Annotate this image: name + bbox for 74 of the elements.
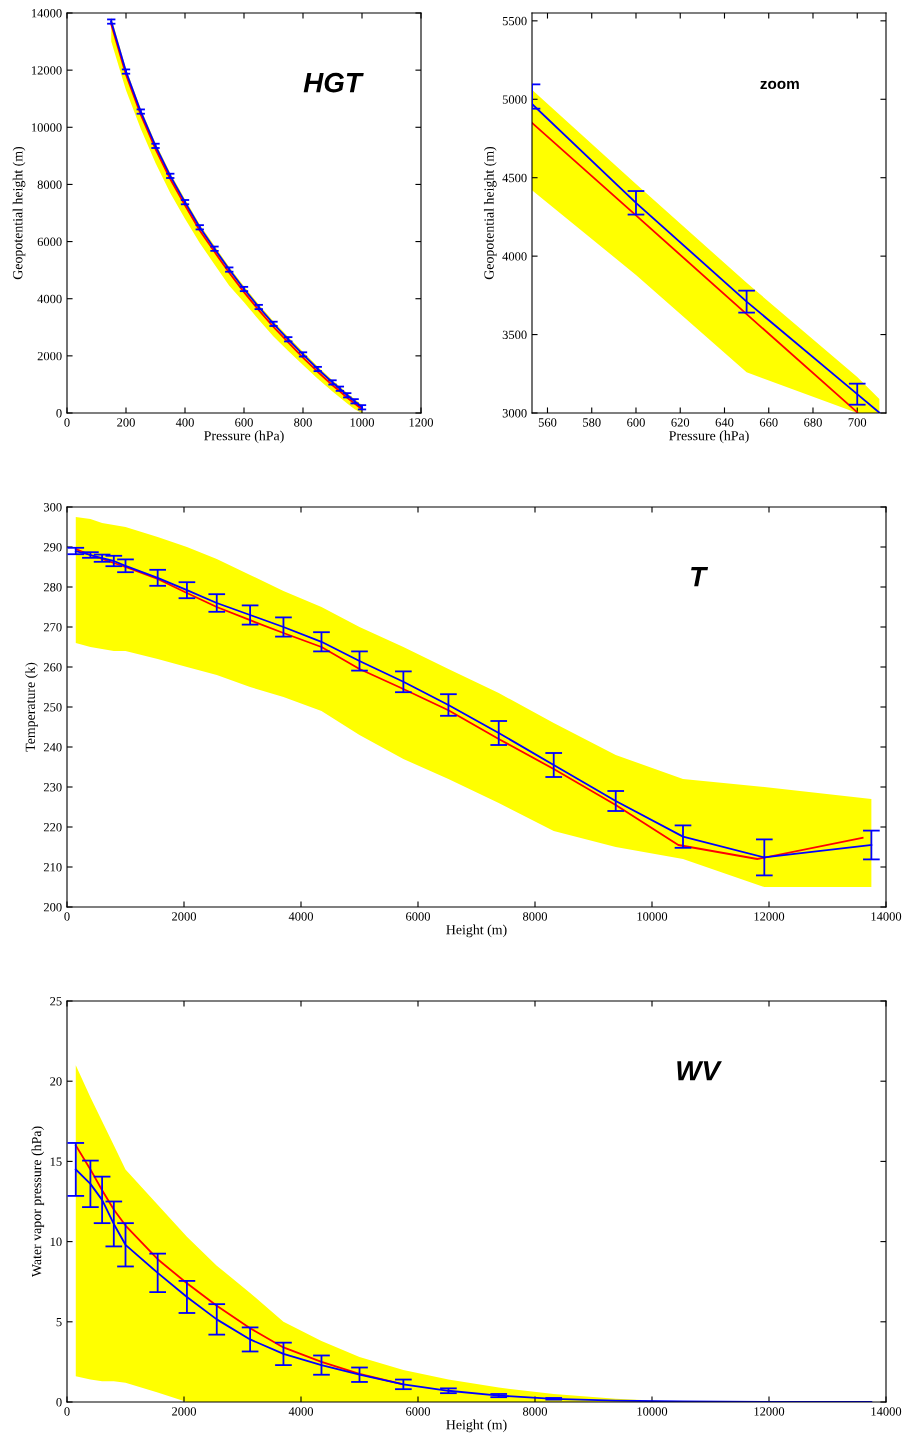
- x-tick-label: 0: [64, 912, 70, 921]
- y-tick-label: 2000: [37, 351, 62, 361]
- x-tick-label: 1200: [409, 418, 434, 427]
- y-tick-label: 260: [43, 663, 62, 672]
- y-tick-label: 4000: [502, 252, 527, 261]
- y-tick-label: 0: [56, 409, 62, 418]
- annotation: zoom: [760, 80, 799, 90]
- y-tick-label: 290: [43, 543, 62, 552]
- y-tick-label: 250: [43, 703, 62, 712]
- y-tick-label: 5500: [502, 16, 527, 26]
- x-tick-label: 4000: [288, 1407, 314, 1416]
- y-tick-label: 10000: [31, 123, 62, 132]
- x-tick-label: 800: [294, 418, 312, 427]
- x-tick-label: 600: [627, 418, 645, 427]
- y-tick-label: 20: [50, 1077, 62, 1086]
- x-tick-label: 14000: [871, 912, 902, 921]
- y-tick-label: 210: [43, 863, 62, 872]
- y-tick-label: 220: [43, 823, 62, 832]
- y-tick-label: 240: [43, 743, 62, 752]
- x-tick-label: 560: [538, 418, 557, 427]
- y-tick-label: 10: [50, 1237, 62, 1247]
- y-tick-label: 14000: [31, 9, 62, 18]
- y-tick-label: 8000: [37, 180, 62, 189]
- x-tick-label: 0: [64, 418, 70, 427]
- annotation: HGT: [303, 72, 364, 93]
- y-tick-label: 0: [56, 1398, 62, 1407]
- y-tick-label: 5: [56, 1317, 62, 1327]
- y-tick-label: 6000: [37, 237, 62, 247]
- x-tick-label: 10000: [637, 1407, 668, 1416]
- x-tick-label: 400: [175, 418, 194, 427]
- annotation: WV: [677, 1061, 722, 1081]
- x-tick-label: 12000: [754, 1407, 785, 1416]
- x-tick-label: 10000: [637, 912, 668, 921]
- x-tick-label: 1000: [350, 418, 375, 427]
- annotation: T: [691, 567, 709, 587]
- y-axis-title: Water vapor pressure (hPa): [31, 1126, 45, 1278]
- y-tick-label: 25: [50, 997, 62, 1006]
- x-axis-title: Pressure (hPa): [669, 430, 749, 444]
- y-tick-label: 280: [43, 583, 62, 592]
- x-tick-label: 6000: [406, 1407, 431, 1416]
- x-tick-label: 8000: [522, 1407, 548, 1416]
- y-axis-title: Temperature (k): [25, 662, 38, 752]
- y-tick-label: 3500: [502, 330, 527, 340]
- x-tick-label: 0: [64, 1407, 70, 1416]
- x-tick-label: 620: [671, 418, 690, 427]
- x-tick-label: 12000: [754, 912, 785, 921]
- x-tick-label: 580: [583, 418, 601, 427]
- y-tick-label: 300: [43, 503, 62, 512]
- x-tick-label: 2000: [172, 912, 197, 921]
- y-tick-label: 230: [43, 783, 62, 792]
- x-tick-label: 4000: [288, 912, 314, 921]
- x-tick-label: 14000: [871, 1407, 902, 1416]
- x-tick-label: 700: [848, 418, 867, 427]
- y-tick-label: 15: [50, 1157, 62, 1166]
- y-axis-title: Geopotential height (m): [12, 146, 26, 280]
- y-tick-label: 270: [43, 623, 62, 632]
- x-tick-label: 640: [715, 418, 734, 427]
- x-tick-label: 8000: [522, 912, 548, 921]
- y-tick-label: 3000: [502, 409, 527, 418]
- y-tick-label: 4000: [37, 294, 62, 304]
- y-tick-label: 5000: [502, 95, 527, 104]
- x-tick-label: 680: [804, 418, 822, 427]
- y-tick-label: 12000: [31, 66, 62, 75]
- x-axis-title: Pressure (hPa): [204, 430, 284, 444]
- y-tick-label: 4500: [502, 173, 527, 183]
- x-tick-label: 6000: [406, 912, 431, 921]
- x-tick-label: 660: [759, 418, 778, 427]
- x-axis-title: Height (m): [446, 924, 507, 938]
- x-tick-label: 200: [117, 418, 135, 427]
- x-tick-label: 600: [235, 418, 253, 427]
- x-tick-label: 2000: [172, 1407, 197, 1416]
- y-tick-label: 200: [43, 903, 62, 912]
- y-axis-title: Geopotential height (m): [483, 146, 497, 280]
- x-axis-title: Height (m): [446, 1419, 507, 1433]
